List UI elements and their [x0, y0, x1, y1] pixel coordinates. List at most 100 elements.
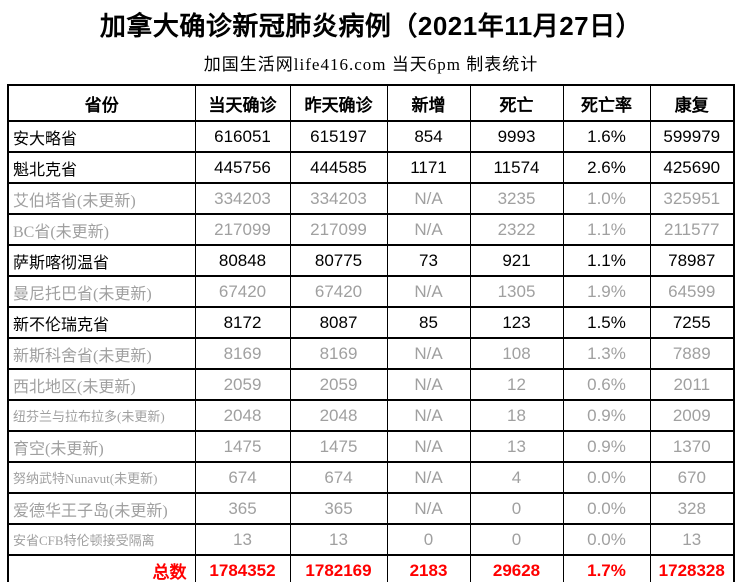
cell-deaths: 13 [469, 430, 564, 463]
cell-yesterday-confirmed: 444585 [289, 151, 388, 184]
col-header-recovered: 康复 [649, 84, 735, 122]
cell-today-confirmed: 67420 [194, 275, 291, 308]
cell-new-cases: N/A [386, 368, 471, 401]
cell-new-cases: 73 [386, 244, 471, 277]
col-header-deaths: 死亡 [469, 84, 564, 122]
subtitle-credit-line: 加国生活网life416.com 当天6pm 制表统计 [203, 55, 539, 74]
cell-deaths: 11574 [469, 151, 564, 184]
cell-today-confirmed: 334203 [194, 182, 291, 215]
cell-recovered: 78987 [649, 244, 735, 277]
cell-yesterday-confirmed: 217099 [289, 213, 388, 246]
cell-death-rate: 1.0% [562, 182, 651, 215]
cell-new-cases: 1171 [386, 151, 471, 184]
col-header-today-confirmed: 当天确诊 [194, 84, 291, 122]
total-new-cases: 2183 [386, 554, 471, 582]
cell-yesterday-confirmed: 8087 [289, 306, 388, 339]
cell-deaths: 18 [469, 399, 564, 432]
cell-province: 西北地区(未更新) [7, 368, 196, 401]
cell-yesterday-confirmed: 80775 [289, 244, 388, 277]
cell-new-cases: N/A [386, 430, 471, 463]
cell-today-confirmed: 8172 [194, 306, 291, 339]
cell-new-cases: N/A [386, 213, 471, 246]
cell-today-confirmed: 217099 [194, 213, 291, 246]
cell-death-rate: 0.9% [562, 430, 651, 463]
cell-province: 萨斯喀彻温省 [7, 244, 196, 277]
cell-death-rate: 1.3% [562, 337, 651, 370]
cell-recovered: 1370 [649, 430, 735, 463]
cell-yesterday-confirmed: 2059 [289, 368, 388, 401]
cell-yesterday-confirmed: 1475 [289, 430, 388, 463]
cell-death-rate: 1.1% [562, 244, 651, 277]
cell-death-rate: 0.0% [562, 492, 651, 525]
cell-new-cases: 0 [386, 523, 471, 556]
cell-deaths: 12 [469, 368, 564, 401]
cell-recovered: 325951 [649, 182, 735, 215]
cell-yesterday-confirmed: 674 [289, 461, 388, 494]
cell-deaths: 0 [469, 523, 564, 556]
cell-recovered: 13 [649, 523, 735, 556]
cell-province: 曼尼托巴省(未更新) [7, 275, 196, 308]
cell-new-cases: N/A [386, 337, 471, 370]
cell-death-rate: 1.5% [562, 306, 651, 339]
cell-yesterday-confirmed: 8169 [289, 337, 388, 370]
cell-yesterday-confirmed: 2048 [289, 399, 388, 432]
table-body: 安大略省 616051 615197 854 9993 1.6% 599979 魁北克省 445… [7, 120, 735, 556]
cell-province: BC省(未更新) [7, 213, 196, 246]
cell-province: 魁北克省 [7, 151, 196, 184]
table-row: 努纳武特Nunavut(未更新) 674 674 N/A 4 0.0% 670 [7, 461, 735, 494]
cell-province: 新斯科舍省(未更新) [7, 337, 196, 370]
table-row: 爱德华王子岛(未更新) 365 365 N/A 0 0.0% 328 [7, 492, 735, 525]
cell-new-cases: N/A [386, 492, 471, 525]
cell-recovered: 64599 [649, 275, 735, 308]
table-row: 艾伯塔省(未更新) 334203 334203 N/A 3235 1.0% 325951 [7, 182, 735, 215]
table-row: 曼尼托巴省(未更新) 67420 67420 N/A 1305 1.9% 64599 [7, 275, 735, 308]
cell-recovered: 2011 [649, 368, 735, 401]
cell-today-confirmed: 2048 [194, 399, 291, 432]
cell-yesterday-confirmed: 365 [289, 492, 388, 525]
cell-yesterday-confirmed: 615197 [289, 120, 388, 153]
cell-province: 爱德华王子岛(未更新) [7, 492, 196, 525]
cell-today-confirmed: 1475 [194, 430, 291, 463]
cell-today-confirmed: 80848 [194, 244, 291, 277]
cell-province: 安大略省 [7, 120, 196, 153]
total-today-confirmed: 1784352 [194, 554, 291, 582]
table-row: 西北地区(未更新) 2059 2059 N/A 12 0.6% 2011 [7, 368, 735, 401]
cell-deaths: 108 [469, 337, 564, 370]
cell-today-confirmed: 8169 [194, 337, 291, 370]
cell-recovered: 2009 [649, 399, 735, 432]
table-row: 萨斯喀彻温省 80848 80775 73 921 1.1% 78987 [7, 244, 735, 277]
col-header-province: 省份 [7, 84, 196, 122]
cell-province: 艾伯塔省(未更新) [7, 182, 196, 215]
page-title: 加拿大确诊新冠肺炎病例（2021年11月27日） [99, 11, 643, 41]
cell-province: 新不伦瑞克省 [7, 306, 196, 339]
cell-province: 育空(未更新) [7, 430, 196, 463]
cell-death-rate: 1.9% [562, 275, 651, 308]
table-row: 魁北克省 445756 444585 1171 11574 2.6% 425690 [7, 151, 735, 184]
col-header-death-rate: 死亡率 [562, 84, 651, 122]
cell-death-rate: 1.1% [562, 213, 651, 246]
total-yesterday-confirmed: 1782169 [289, 554, 388, 582]
cell-deaths: 9993 [469, 120, 564, 153]
cell-today-confirmed: 616051 [194, 120, 291, 153]
total-deaths: 29628 [469, 554, 564, 582]
cell-recovered: 425690 [649, 151, 735, 184]
cell-new-cases: N/A [386, 275, 471, 308]
cell-today-confirmed: 445756 [194, 151, 291, 184]
table-row: 纽芬兰与拉布拉多(未更新) 2048 2048 N/A 18 0.9% 2009 [7, 399, 735, 432]
cell-yesterday-confirmed: 67420 [289, 275, 388, 308]
cell-deaths: 4 [469, 461, 564, 494]
col-header-new-cases: 新增 [386, 84, 471, 122]
cell-today-confirmed: 2059 [194, 368, 291, 401]
table-header-row: 省份 当天确诊 昨天确诊 新增 死亡 死亡率 康复 [7, 84, 735, 122]
cell-province: 安省CFB特伦顿接受隔离 [7, 523, 196, 556]
cell-province: 努纳武特Nunavut(未更新) [7, 461, 196, 494]
cell-recovered: 670 [649, 461, 735, 494]
col-header-yesterday-confirmed: 昨天确诊 [289, 84, 388, 122]
total-recovered: 1728328 [649, 554, 735, 582]
cell-recovered: 599979 [649, 120, 735, 153]
cell-recovered: 211577 [649, 213, 735, 246]
cell-new-cases: N/A [386, 399, 471, 432]
cell-death-rate: 2.6% [562, 151, 651, 184]
cell-deaths: 2322 [469, 213, 564, 246]
